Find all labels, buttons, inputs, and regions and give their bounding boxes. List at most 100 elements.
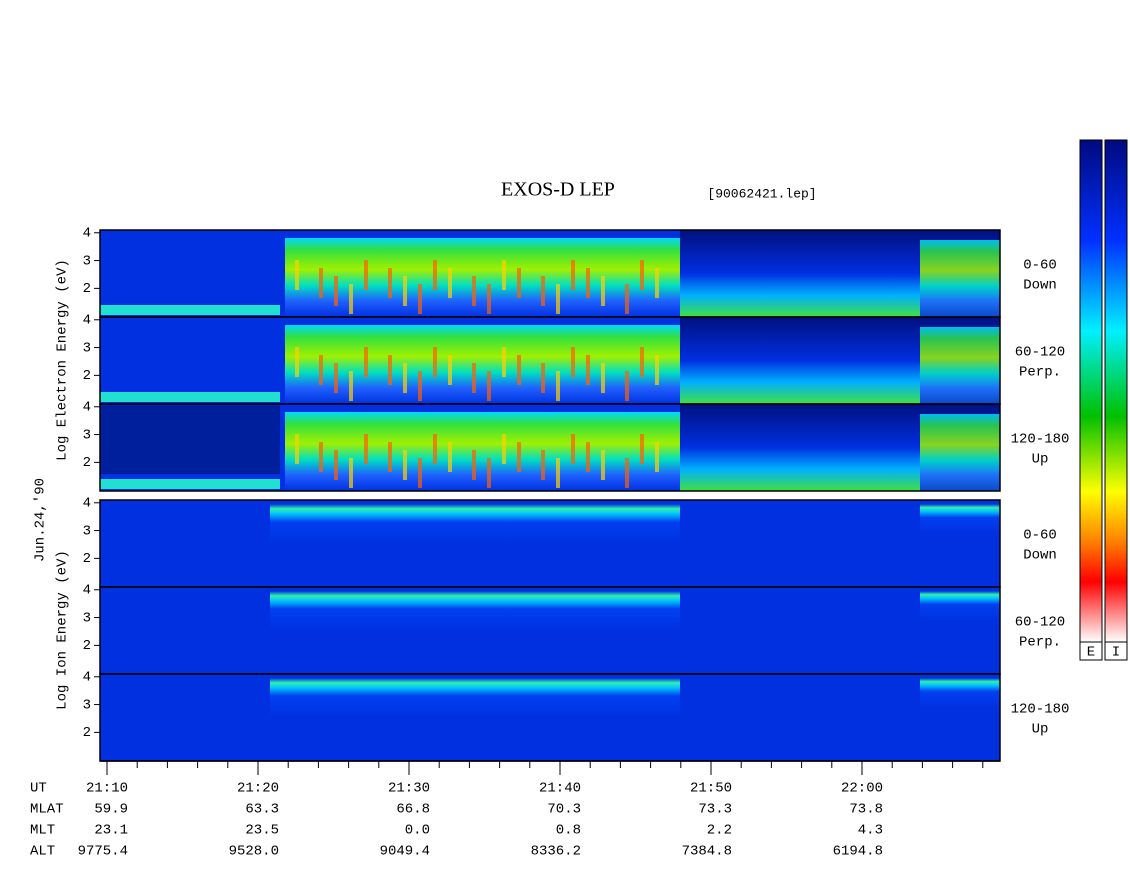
spectrogram-region [285,412,680,491]
orbit-value: 0.8 [556,823,581,839]
file-label: [90062421.lep] [707,186,816,201]
y-tick-label: 4 [83,225,91,241]
spectrogram-streak [487,284,491,314]
orbit-value: 4.3 [858,823,883,839]
orbit-value: 9049.4 [380,844,430,860]
orbit-value: 0.0 [405,823,430,839]
spectrogram-streak [640,347,644,377]
spectrogram-streak [541,276,545,306]
orbit-value: 21:30 [388,781,430,797]
y-tick-label: 3 [83,427,91,443]
spectrogram-streak [517,268,521,298]
spectrogram-streak [487,458,491,488]
spectrogram-region [920,414,1000,491]
chart-title: EXOS-D LEP [501,179,615,201]
spectrogram-streak [571,434,575,464]
panel-direction: Perp. [1019,635,1061,651]
orbit-value: 7384.8 [682,844,732,860]
panel-angle: 120-180 [1011,432,1070,448]
colorbar-box [1104,641,1128,661]
spectrogram-streak [556,371,560,401]
spectrogram-streak [601,450,605,480]
colorbar-box [1079,641,1103,661]
y-tick-label: 2 [83,455,91,471]
spectrogram-streak [403,363,407,393]
colorbar [1104,139,1128,643]
y-axis-label: Log Electron Energy (eV) [55,259,71,461]
colorbar-label: E [1087,645,1095,661]
spectrogram-band [100,479,280,489]
panel-angle: 0-60 [1023,528,1057,544]
spectrogram-streak [601,363,605,393]
panel-frame [99,403,1001,492]
panel-angle: 120-180 [1011,702,1070,718]
spectrogram-streak [571,260,575,290]
panel-angle: 0-60 [1023,258,1057,274]
spectrogram-streak [349,284,353,314]
orbit-label: UT [30,781,47,797]
spectrogram-streak [334,450,338,480]
spectrogram-streak [418,371,422,401]
spectrogram-streak [349,371,353,401]
orbit-value: 9775.4 [78,844,128,860]
orbit-value: 21:20 [237,781,279,797]
spectrogram-streak [418,458,422,488]
spectrogram-streak [448,355,452,385]
orbit-value: 9528.0 [229,844,279,860]
spectrogram-streak [556,458,560,488]
y-tick-label: 3 [83,610,91,626]
spectrogram-streak [433,434,437,464]
spectrogram-band [920,504,1000,534]
orbit-value: 63.3 [245,802,279,818]
panel-direction: Up [1032,452,1049,468]
spectrogram-streak [418,284,422,314]
spectrogram-region [920,240,1000,317]
spectrogram-streak [295,260,299,290]
colorbar-label: I [1112,645,1120,661]
spectrogram-streak [502,260,506,290]
orbit-value: 73.8 [849,802,883,818]
spectrogram-streak [655,355,659,385]
panel-angle: 60-120 [1015,615,1065,631]
spectrogram-streak [334,276,338,306]
spectrogram-streak [334,363,338,393]
spectrogram-streak [625,458,629,488]
y-tick-label: 2 [83,281,91,297]
y-tick-label: 3 [83,697,91,713]
spectrogram-streak [433,260,437,290]
orbit-value: 2.2 [707,823,732,839]
spectrogram-streak [295,434,299,464]
y-tick-label: 2 [83,551,91,567]
spectrogram-streak [625,371,629,401]
y-tick-label: 4 [83,582,91,598]
spectrogram-streak [472,450,476,480]
y-tick-label: 3 [83,253,91,269]
orbit-value: 21:10 [86,781,128,797]
y-tick-label: 4 [83,399,91,415]
spectrogram-streak [448,268,452,298]
spectrogram-streak [364,260,368,290]
spectrogram-streak [487,371,491,401]
y-tick-label: 4 [83,312,91,328]
orbit-value: 66.8 [396,802,430,818]
orbit-value: 21:40 [539,781,581,797]
orbit-value: 6194.8 [833,844,883,860]
panel-direction: Down [1023,548,1057,564]
spectrogram-streak [640,434,644,464]
spectrogram-streak [586,355,590,385]
y-tick-label: 2 [83,725,91,741]
panel-direction: Up [1032,722,1049,738]
spectrogram-streak [472,363,476,393]
spectrogram-band [270,591,680,631]
spectrogram-streak [556,284,560,314]
y-tick-label: 4 [83,669,91,685]
panel-angle: 60-120 [1015,345,1065,361]
orbit-label: MLT [30,823,55,839]
spectrogram-streak [472,276,476,306]
spectrogram-region [285,238,680,317]
spectrogram-region [920,327,1000,404]
spectrogram-streak [586,442,590,472]
spectrogram-region [285,325,680,404]
spectrogram-streak [364,347,368,377]
orbit-label: MLAT [30,802,64,818]
